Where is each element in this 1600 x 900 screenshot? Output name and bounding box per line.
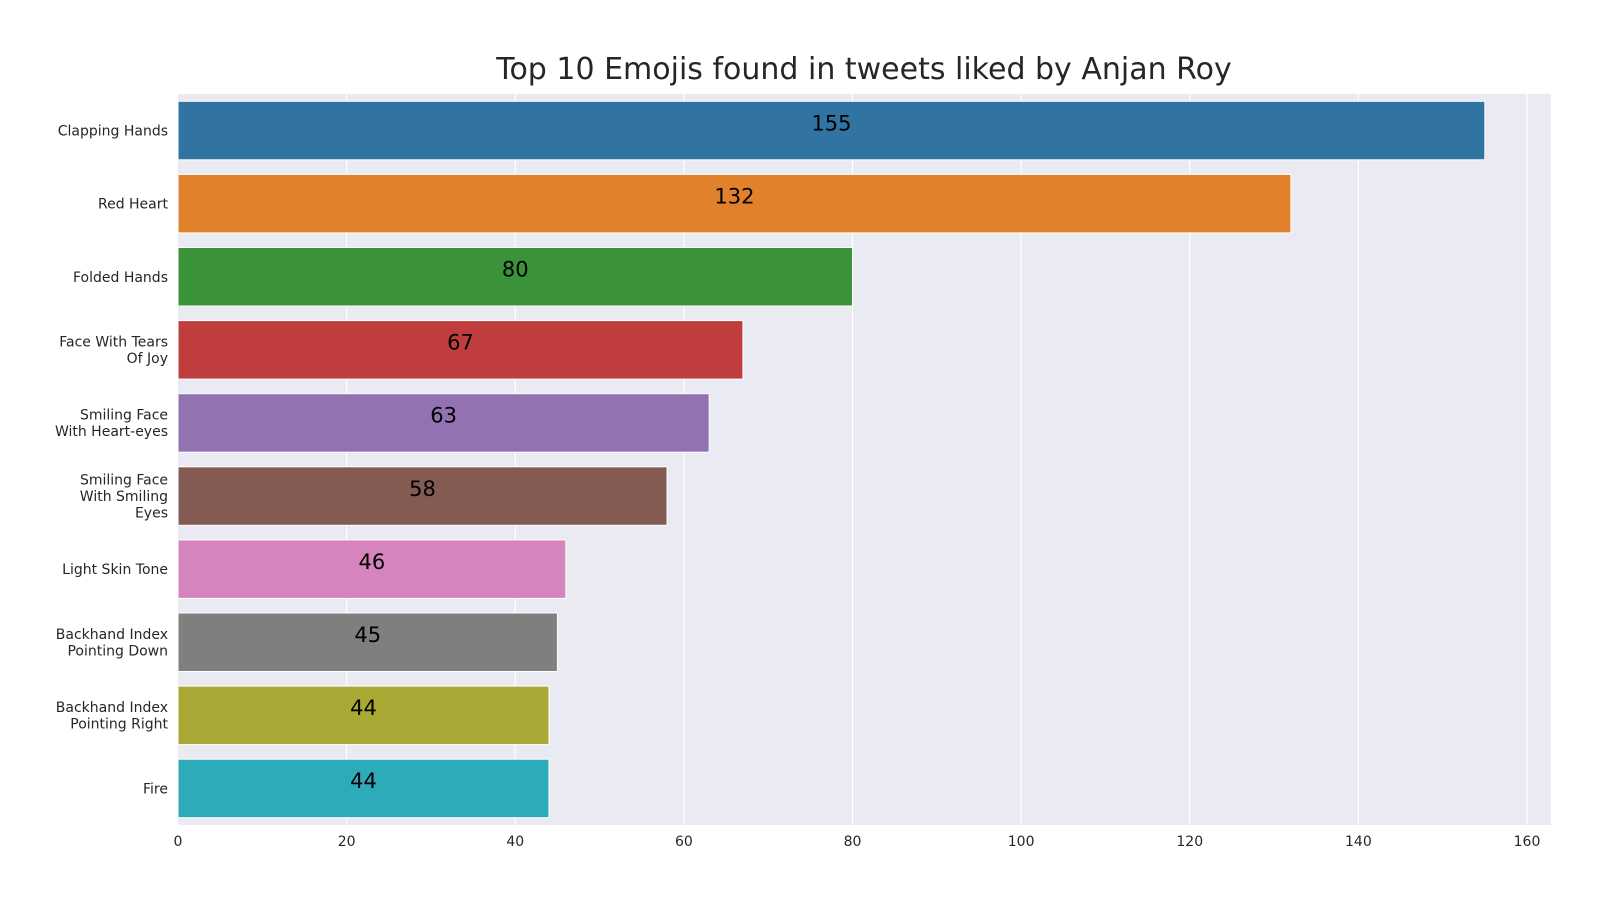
value-label: 45 xyxy=(354,623,381,647)
value-label: 155 xyxy=(811,111,851,135)
value-label: 132 xyxy=(714,184,754,208)
category-label: Folded Hands xyxy=(73,270,168,286)
value-label: 58 xyxy=(409,477,436,501)
value-label: 80 xyxy=(502,258,529,282)
bars xyxy=(177,100,1486,819)
bar xyxy=(177,539,567,599)
x-tick-label: 120 xyxy=(1176,834,1203,850)
category-label: Backhand Index Pointing Down xyxy=(56,627,168,660)
value-label: 67 xyxy=(447,331,474,355)
category-labels: Clapping Hands Red Heart Folded Hands Face … xyxy=(55,124,169,798)
bar xyxy=(177,100,1486,161)
category-label: Red Heart xyxy=(98,197,169,213)
x-axis-ticks: 0 20 40 60 80 100 120 140 160 xyxy=(174,834,1541,850)
x-tick-label: 140 xyxy=(1345,834,1372,850)
x-tick-label: 0 xyxy=(174,834,183,850)
x-tick-label: 160 xyxy=(1514,834,1541,850)
x-tick-label: 20 xyxy=(338,834,356,850)
chart-title: Top 10 Emojis found in tweets liked by A… xyxy=(495,52,1232,87)
value-label: 44 xyxy=(350,769,377,793)
x-tick-label: 80 xyxy=(844,834,862,850)
bar xyxy=(177,320,744,380)
bar xyxy=(177,247,853,307)
value-labels: 155 132 80 67 63 58 46 45 44 44 xyxy=(350,111,851,793)
x-tick-label: 40 xyxy=(506,834,524,850)
category-label: Smiling Face With Heart-eyes xyxy=(55,408,168,441)
category-label: Fire xyxy=(143,781,168,797)
bar xyxy=(177,758,550,819)
bar xyxy=(177,393,710,453)
bar xyxy=(177,173,1292,234)
value-label: 63 xyxy=(430,404,457,428)
value-label: 46 xyxy=(359,550,386,574)
category-label: Face With Tears Of Joy xyxy=(59,335,168,368)
category-label: Smiling Face With Smiling Eyes xyxy=(80,473,168,522)
x-tick-label: 60 xyxy=(675,834,693,850)
bar xyxy=(177,685,550,746)
category-label: Light Skin Tone xyxy=(62,562,168,578)
x-tick-label: 100 xyxy=(1008,834,1035,850)
value-label: 44 xyxy=(350,696,377,720)
bar xyxy=(177,466,668,526)
category-label: Backhand Index Pointing Right xyxy=(56,700,169,733)
bar xyxy=(177,612,558,672)
category-label: Clapping Hands xyxy=(58,124,168,140)
